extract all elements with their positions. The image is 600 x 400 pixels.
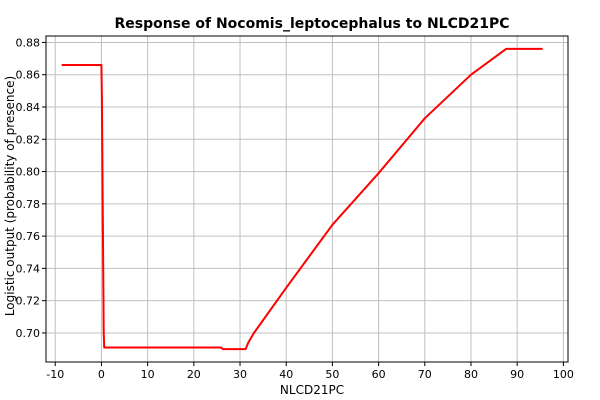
x-tick-label: 70 bbox=[418, 368, 432, 381]
grid bbox=[46, 36, 568, 362]
x-axis-label: NLCD21PC bbox=[280, 383, 344, 397]
x-tick-label: -10 bbox=[46, 368, 64, 381]
y-tick-label: 0.78 bbox=[16, 198, 41, 211]
x-tick-label: 60 bbox=[372, 368, 386, 381]
y-tick-label: 0.74 bbox=[16, 262, 41, 275]
y-tick-label: 0.76 bbox=[16, 230, 41, 243]
y-tick-label: 0.82 bbox=[16, 133, 41, 146]
x-axis: -10 0 10 20 30 40 50 60 70 80 90 100 bbox=[46, 362, 574, 381]
x-tick-label: 20 bbox=[187, 368, 201, 381]
x-tick-label: 0 bbox=[98, 368, 105, 381]
y-tick-label: 0.70 bbox=[16, 327, 41, 340]
x-tick-label: 30 bbox=[233, 368, 247, 381]
y-tick-label: 0.72 bbox=[16, 295, 41, 308]
chart-title: Response of Nocomis_leptocephalus to NLC… bbox=[114, 16, 509, 32]
y-tick-label: 0.80 bbox=[16, 166, 41, 179]
y-tick-label: 0.88 bbox=[16, 36, 41, 49]
y-axis: 0.70 0.72 0.74 0.76 0.78 0.80 0.82 0.84 0.86 0.88 bbox=[16, 36, 46, 340]
series-layer bbox=[61, 47, 543, 351]
x-tick-label: 90 bbox=[510, 368, 524, 381]
y-tick-label: 0.84 bbox=[16, 101, 41, 114]
plot-frame bbox=[45, 35, 569, 363]
x-tick-label: 100 bbox=[553, 368, 574, 381]
x-tick-label: 10 bbox=[141, 368, 155, 381]
y-axis-label: Logistic output (probability of presence… bbox=[3, 76, 17, 316]
x-tick-label: 50 bbox=[325, 368, 339, 381]
x-tick-label: 80 bbox=[464, 368, 478, 381]
y-tick-label: 0.86 bbox=[16, 69, 41, 82]
x-tick-label: 40 bbox=[279, 368, 293, 381]
series-line bbox=[61, 47, 543, 351]
